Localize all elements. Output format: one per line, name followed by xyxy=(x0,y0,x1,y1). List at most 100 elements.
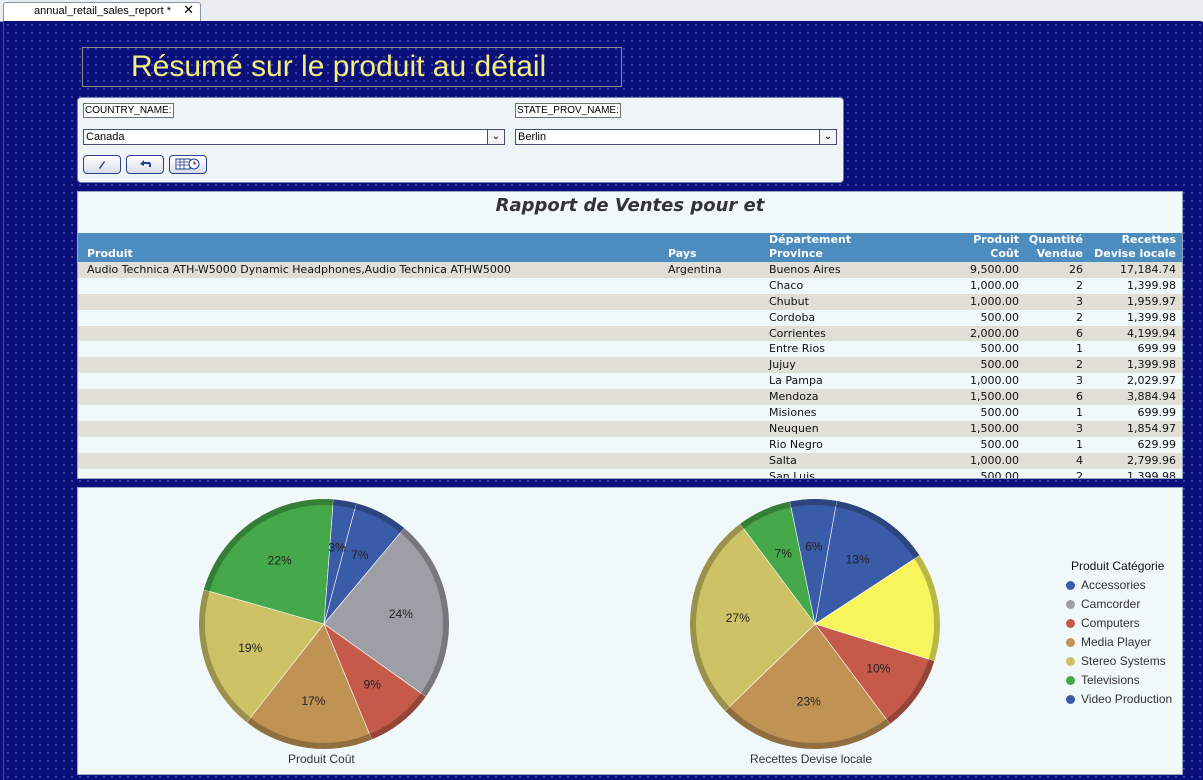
cell-pays: Argentina xyxy=(668,263,722,276)
table-row: Misiones 500.00 1 699.99 xyxy=(78,405,1182,421)
back-button[interactable] xyxy=(126,155,164,174)
pie-slice-rim xyxy=(246,717,372,749)
cell-province: Neuquen xyxy=(769,421,819,435)
schedule-button[interactable] xyxy=(169,155,207,174)
cell-rec: 3,884.94 xyxy=(1127,390,1176,404)
legend-swatch xyxy=(1066,619,1075,628)
legend-item: Accessories xyxy=(1066,578,1146,592)
table-row: Entre Rios 500.00 1 699.99 xyxy=(78,341,1182,358)
table-header: Produit Pays Département Province Produi… xyxy=(78,233,1182,262)
table-row: Chubut 1,000.00 3 1,959.97 xyxy=(78,293,1182,310)
cell-province: Buenos Aires xyxy=(769,263,841,276)
pie-slice-rim xyxy=(332,499,357,510)
cell-qte: 1 xyxy=(1076,437,1083,451)
cell-province: San Luis xyxy=(769,469,815,479)
cell-rec: 699.99 xyxy=(1137,342,1177,356)
header-cout-2: Coût xyxy=(990,247,1019,260)
chart-1-title: Produit Coût xyxy=(288,752,355,766)
legend-item: Stereo Systems xyxy=(1066,654,1166,668)
cell-cout: 500.00 xyxy=(980,342,1020,356)
cell-cout: 1,500.00 xyxy=(970,390,1019,404)
legend-swatch xyxy=(1066,638,1075,647)
pie-slice-rim xyxy=(690,523,744,711)
tab-label: annual_retail_sales_report * xyxy=(34,5,171,17)
cell-qte: 1 xyxy=(1076,342,1083,356)
legend-item: Media Player xyxy=(1066,635,1151,649)
state-select[interactable]: Berlin ⌄ xyxy=(515,129,837,145)
pie-data-label: 27% xyxy=(726,611,750,625)
table-row: Neuquen 1,500.00 3 1,854.97 xyxy=(78,420,1182,437)
legend-title: Produit Catégorie xyxy=(1071,559,1165,573)
cell-cout: 500.00 xyxy=(980,358,1020,372)
pie-charts-svg: 7% 24% 9% 17% 19% 22% 3% 13% 10% 23% 27% 7% 6% xyxy=(198,498,941,750)
pie-slice-rim xyxy=(740,501,792,529)
close-icon[interactable]: ✕ xyxy=(183,3,194,18)
table-row: Mendoza 1,500.00 6 3,884.94 xyxy=(78,389,1182,406)
cell-cout: 500.00 xyxy=(980,437,1020,451)
chevron-down-icon[interactable]: ⌄ xyxy=(487,130,504,144)
country-select[interactable]: Canada ⌄ xyxy=(83,129,505,145)
tab-annual-retail-sales-report[interactable]: annual_retail_sales_report * ✕ xyxy=(3,2,201,21)
cell-qte: 4 xyxy=(1076,453,1083,467)
header-qte-1: Quantité xyxy=(1028,233,1083,246)
chevron-down-icon[interactable]: ⌄ xyxy=(819,130,836,144)
legend-label: Camcorder xyxy=(1081,597,1141,611)
cell-rec: 2,799.96 xyxy=(1127,453,1176,467)
pie-slice-rim xyxy=(199,589,251,723)
pie-slice-rim xyxy=(400,528,449,697)
pie-data-label: 7% xyxy=(351,548,369,562)
cell-cout: 1,500.00 xyxy=(970,421,1019,435)
header-cout-1: Produit xyxy=(973,233,1019,246)
pie-data-label: 13% xyxy=(846,552,870,566)
header-pays: Pays xyxy=(668,247,697,260)
cell-rec: 699.99 xyxy=(1137,406,1177,420)
cell-province: Jujuy xyxy=(769,358,796,372)
table-row: Cordoba 500.00 2 1,399.98 xyxy=(78,309,1182,326)
pie-data-label: 22% xyxy=(268,553,292,567)
cell-qte: 6 xyxy=(1076,390,1083,404)
page-title-box: Résumé sur le produit au détail xyxy=(82,47,622,87)
pie-data-label: 17% xyxy=(301,694,325,708)
cell-rec: 1,399.98 xyxy=(1127,469,1176,479)
legend-item: Video Production xyxy=(1066,692,1172,706)
pie-data-label: 10% xyxy=(866,662,890,676)
cell-province: Chaco xyxy=(769,278,804,292)
table-row: Rio Negro 500.00 1 629.99 xyxy=(78,436,1182,453)
cell-rec: 1,399.98 xyxy=(1127,358,1176,372)
cell-rec: 1,959.97 xyxy=(1127,294,1176,308)
cell-province: Salta xyxy=(769,453,797,467)
cell-qte: 26 xyxy=(1069,263,1083,276)
table-body: Audio Technica ATH-W5000 Dynamic Headpho… xyxy=(78,262,1182,479)
cell-qte: 2 xyxy=(1076,278,1083,292)
cell-produit: Audio Technica ATH-W5000 Dynamic Headpho… xyxy=(87,263,511,276)
cell-cout: 9,500.00 xyxy=(970,263,1019,276)
cell-qte: 6 xyxy=(1076,326,1083,340)
state-select-value: Berlin xyxy=(518,131,547,143)
cell-cout: 1,000.00 xyxy=(970,294,1019,308)
header-qte-2: Vendue xyxy=(1036,247,1083,260)
cell-rec: 1,854.97 xyxy=(1127,421,1176,435)
pie-slice-rim xyxy=(203,499,334,592)
pie-data-label: 24% xyxy=(389,607,413,621)
table-row: Audio Technica ATH-W5000 Dynamic Headpho… xyxy=(78,262,1182,278)
pie-data-label: 23% xyxy=(797,694,821,708)
pie-data-label: 19% xyxy=(238,641,262,655)
table-row: Corrientes 2,000.00 6 4,199.94 xyxy=(78,325,1182,342)
cell-qte: 3 xyxy=(1076,294,1083,308)
schedule-icon xyxy=(175,158,200,170)
legend-label: Televisions xyxy=(1081,673,1140,687)
legend-item: Televisions xyxy=(1066,673,1140,687)
cell-rec: 2,029.97 xyxy=(1127,374,1176,388)
table-row: Chaco 1,000.00 2 1,399.98 xyxy=(78,277,1182,294)
cell-qte: 2 xyxy=(1076,310,1083,324)
cell-qte: 3 xyxy=(1076,374,1083,388)
cell-cout: 1,000.00 xyxy=(970,278,1019,292)
legend-swatch xyxy=(1066,600,1075,609)
cell-province: Corrientes xyxy=(769,326,826,340)
run-button[interactable] xyxy=(83,155,121,174)
pie-slice-rim xyxy=(886,659,935,725)
header-recettes-1: Recettes xyxy=(1121,233,1176,246)
header-recettes-2: Devise locale xyxy=(1094,247,1176,260)
cell-rec: 1,399.98 xyxy=(1127,278,1176,292)
cell-rec: 629.99 xyxy=(1137,437,1177,451)
